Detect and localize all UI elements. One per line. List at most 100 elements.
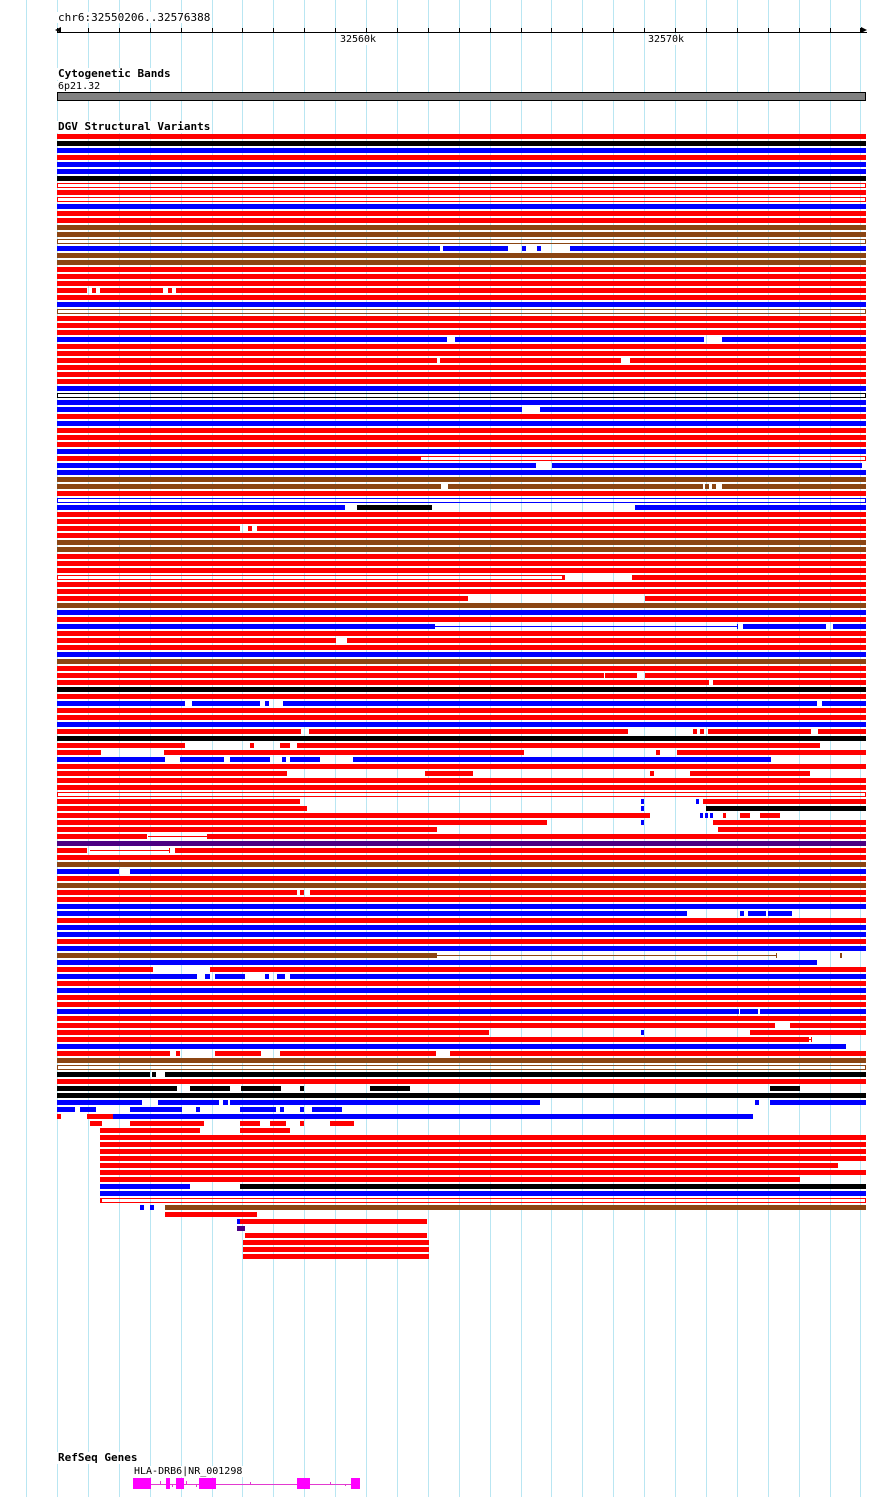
variant-segment[interactable] — [740, 813, 750, 818]
dgv-row[interactable] — [0, 183, 890, 190]
variant-segment[interactable] — [57, 834, 147, 839]
variant-segment[interactable] — [57, 1051, 153, 1056]
dgv-row[interactable] — [0, 568, 890, 575]
variant-segment[interactable] — [57, 1037, 809, 1042]
dgv-row[interactable] — [0, 477, 890, 484]
variant-segment[interactable] — [140, 1205, 144, 1210]
variant-segment[interactable] — [243, 1240, 429, 1245]
variant-segment[interactable] — [57, 435, 866, 440]
dgv-row[interactable] — [0, 1016, 890, 1023]
variant-segment[interactable] — [353, 757, 771, 762]
variant-segment[interactable] — [57, 680, 709, 685]
dgv-row[interactable] — [0, 806, 890, 813]
variant-segment[interactable] — [282, 638, 286, 643]
variant-segment[interactable] — [818, 729, 866, 734]
variant-segment[interactable] — [237, 1219, 241, 1224]
dgv-row[interactable] — [0, 694, 890, 701]
variant-segment[interactable] — [57, 589, 796, 594]
dgv-row[interactable] — [0, 484, 890, 491]
dgv-row[interactable] — [0, 134, 890, 141]
variant-segment[interactable] — [425, 771, 473, 776]
dgv-row[interactable] — [0, 190, 890, 197]
variant-segment[interactable] — [190, 519, 194, 524]
variant-segment[interactable] — [330, 1121, 354, 1126]
variant-segment[interactable] — [641, 1030, 644, 1035]
variant-segment[interactable] — [158, 1100, 215, 1105]
variant-segment[interactable] — [310, 890, 866, 895]
variant-segment[interactable] — [552, 463, 862, 468]
dgv-row[interactable] — [0, 288, 890, 295]
variant-segment[interactable] — [57, 204, 866, 209]
dgv-row[interactable] — [0, 540, 890, 547]
dgv-row[interactable] — [0, 428, 890, 435]
variant-segment[interactable] — [57, 134, 866, 139]
dgv-row[interactable] — [0, 232, 890, 239]
variant-segment[interactable] — [130, 1121, 200, 1126]
dgv-row[interactable] — [0, 197, 890, 204]
dgv-row[interactable] — [0, 862, 890, 869]
variant-segment[interactable] — [290, 757, 320, 762]
variant-segment[interactable] — [57, 1086, 177, 1091]
dgv-row[interactable] — [0, 757, 890, 764]
dgv-row[interactable] — [0, 582, 890, 589]
dgv-row[interactable] — [0, 561, 890, 568]
dgv-row[interactable] — [0, 1100, 890, 1107]
dgv-row[interactable] — [0, 470, 890, 477]
variant-segment[interactable] — [57, 1023, 747, 1028]
variant-segment[interactable] — [57, 169, 866, 174]
dgv-row[interactable] — [0, 295, 890, 302]
variant-segment[interactable] — [57, 379, 866, 384]
variant-segment[interactable] — [280, 1051, 436, 1056]
variant-segment[interactable] — [258, 638, 268, 643]
variant-segment[interactable] — [57, 540, 866, 545]
variant-segment[interactable] — [57, 659, 866, 664]
dgv-row[interactable] — [0, 785, 890, 792]
variant-segment-outline[interactable] — [57, 1065, 866, 1070]
variant-segment[interactable] — [57, 974, 197, 979]
dgv-row[interactable] — [0, 169, 890, 176]
dgv-row[interactable] — [0, 302, 890, 309]
variant-segment[interactable] — [57, 960, 817, 965]
variant-segment[interactable] — [57, 813, 650, 818]
variant-segment[interactable] — [100, 288, 163, 293]
variant-segment[interactable] — [57, 687, 866, 692]
variant-segment[interactable] — [57, 757, 165, 762]
dgv-row[interactable] — [0, 1114, 890, 1121]
dgv-row[interactable] — [0, 1177, 890, 1184]
variant-segment[interactable] — [57, 848, 87, 853]
dgv-row[interactable] — [0, 547, 890, 554]
variant-segment[interactable] — [57, 547, 866, 552]
variant-segment[interactable] — [712, 484, 716, 489]
dgv-row[interactable] — [0, 1037, 890, 1044]
variant-segment[interactable] — [312, 1107, 342, 1112]
variant-segment[interactable] — [743, 624, 826, 629]
gene-exon[interactable] — [297, 1478, 310, 1489]
variant-segment[interactable] — [57, 869, 119, 874]
variant-segment[interactable] — [57, 995, 866, 1000]
genome-ruler[interactable]: chr6:32550206..32576388 32560k 32570k — [0, 0, 890, 52]
variant-segment[interactable] — [143, 1086, 147, 1091]
variant-segment[interactable] — [455, 337, 704, 342]
variant-segment[interactable] — [57, 855, 866, 860]
dgv-row[interactable] — [0, 1184, 890, 1191]
variant-segment[interactable] — [57, 561, 866, 566]
dgv-row[interactable] — [0, 1254, 890, 1261]
variant-segment[interactable] — [150, 1205, 154, 1210]
dgv-row[interactable] — [0, 1079, 890, 1086]
dgv-row[interactable] — [0, 449, 890, 456]
variant-segment[interactable] — [240, 1219, 427, 1224]
dgv-row[interactable] — [0, 799, 890, 806]
variant-segment[interactable] — [57, 638, 300, 643]
variant-segment[interactable] — [243, 1254, 429, 1259]
dgv-row[interactable] — [0, 176, 890, 183]
variant-segment[interactable] — [100, 1135, 866, 1140]
variant-segment[interactable] — [57, 477, 866, 482]
dgv-row[interactable] — [0, 715, 890, 722]
dgv-row[interactable] — [0, 631, 890, 638]
variant-segment[interactable] — [144, 1072, 148, 1077]
dgv-row[interactable] — [0, 1226, 890, 1233]
variant-segment[interactable] — [57, 701, 185, 706]
variant-segment[interactable] — [632, 575, 866, 580]
dgv-row[interactable] — [0, 1044, 890, 1051]
variant-segment[interactable] — [57, 526, 232, 531]
